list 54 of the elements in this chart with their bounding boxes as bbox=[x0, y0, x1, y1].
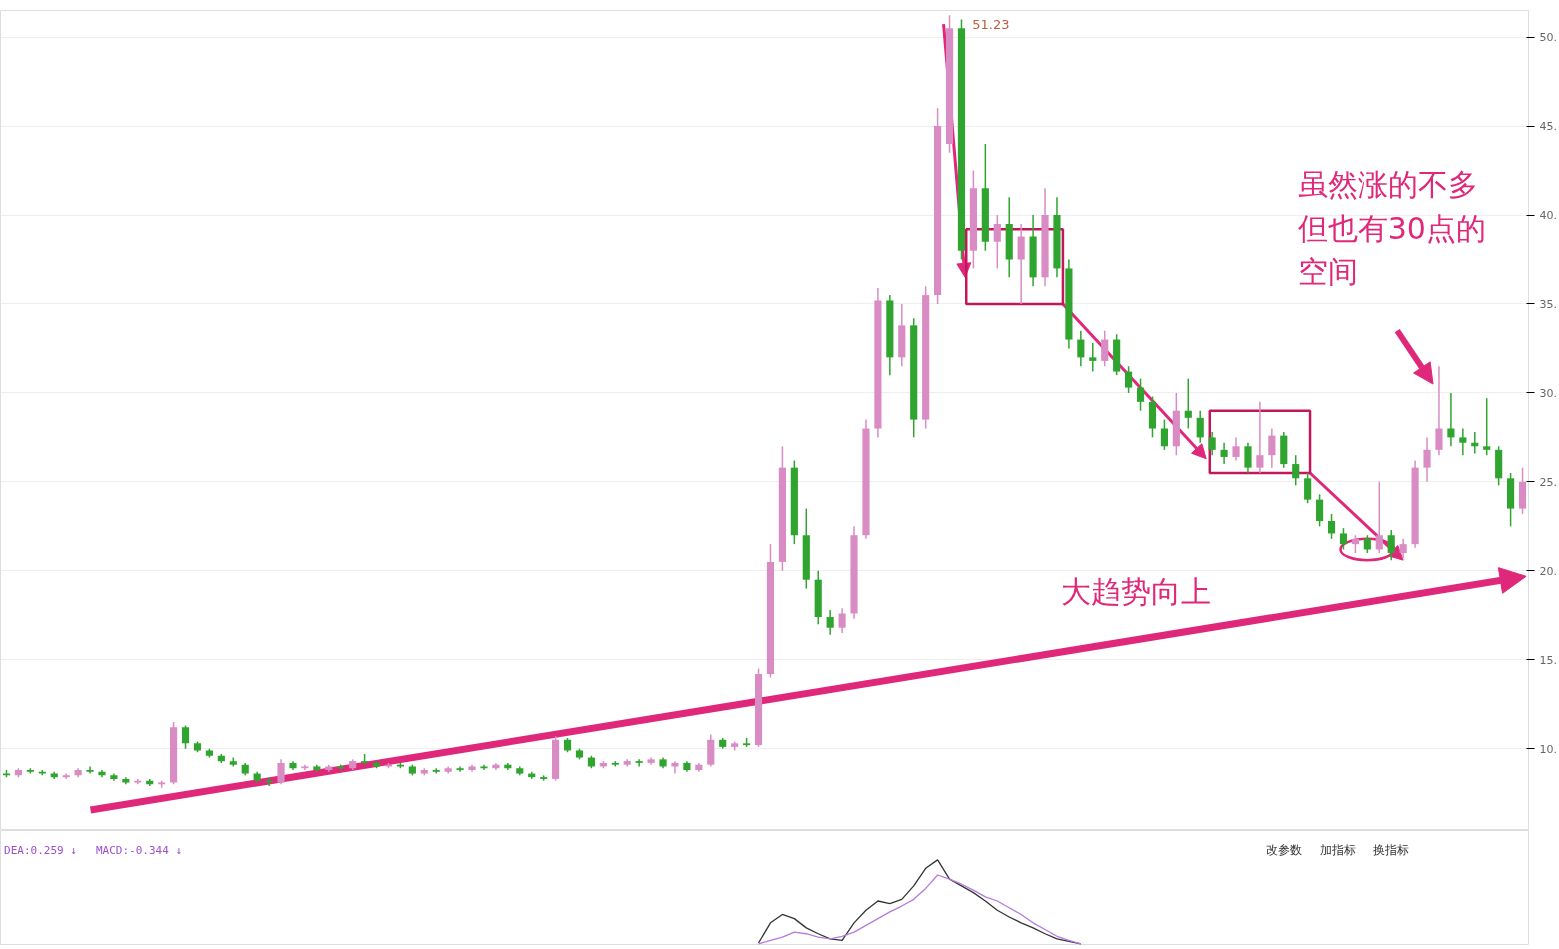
candlestick bbox=[1184, 377, 1192, 430]
candlestick bbox=[1304, 472, 1312, 504]
y-tick-label: 40. bbox=[1539, 209, 1557, 223]
y-tick-label: 20. bbox=[1539, 564, 1557, 578]
candlestick bbox=[1256, 401, 1264, 474]
candlestick bbox=[1399, 538, 1407, 560]
candlestick bbox=[1483, 397, 1491, 456]
candlestick bbox=[1232, 436, 1240, 462]
candlestick bbox=[456, 765, 464, 773]
candlestick bbox=[1244, 441, 1252, 474]
text: MACD:-0.344 ↓ bbox=[96, 844, 183, 858]
candlestick bbox=[1160, 418, 1168, 451]
text: 换指标 bbox=[1373, 843, 1410, 858]
candlestick bbox=[181, 724, 190, 750]
candlestick bbox=[1459, 427, 1467, 456]
candlestick bbox=[1125, 365, 1133, 394]
candlestick bbox=[1196, 409, 1204, 444]
candlestick bbox=[277, 758, 285, 785]
candlestick bbox=[1339, 527, 1348, 551]
candlestick bbox=[1268, 427, 1276, 469]
candlestick bbox=[1089, 342, 1097, 373]
candlestick bbox=[1316, 493, 1324, 528]
candlestick bbox=[1375, 481, 1383, 554]
candlestick bbox=[1423, 436, 1431, 483]
candlestick bbox=[838, 607, 846, 634]
candlestick bbox=[1435, 365, 1443, 456]
candlestick bbox=[1101, 329, 1109, 367]
y-tick-label: 15. bbox=[1539, 653, 1557, 667]
text: DEA:0.259 ↓ bbox=[4, 844, 77, 858]
y-tick-label: 30. bbox=[1539, 386, 1557, 400]
y-tick-label: 10. bbox=[1539, 742, 1557, 756]
candlestick bbox=[1136, 377, 1145, 412]
text: 加指标 bbox=[1319, 843, 1356, 858]
candlestick bbox=[1220, 441, 1228, 465]
y-tick-label: 25. bbox=[1539, 475, 1557, 489]
y-tick-label: 45. bbox=[1539, 120, 1557, 134]
candlestick bbox=[1017, 223, 1025, 305]
candlestick bbox=[1327, 513, 1336, 540]
text: 改参数 bbox=[1265, 843, 1302, 858]
candlestick bbox=[671, 760, 679, 775]
candlestick bbox=[86, 765, 94, 775]
y-tick-label: 35. bbox=[1539, 297, 1557, 311]
candlestick bbox=[993, 214, 1001, 270]
y-tick-label: 50. bbox=[1539, 31, 1557, 45]
candlestick bbox=[826, 609, 834, 636]
annotation: 虽然涨的不多但也有30点的空间 bbox=[1297, 166, 1486, 290]
candlestick bbox=[432, 767, 440, 775]
candlestick bbox=[1077, 329, 1085, 367]
candlestick bbox=[1387, 529, 1395, 561]
annotation: 51.23 bbox=[972, 16, 1010, 32]
annotation: 大趋势向上 bbox=[1060, 574, 1211, 610]
candlestick bbox=[1292, 454, 1300, 487]
candlestick bbox=[1208, 431, 1216, 456]
candlestick bbox=[635, 758, 643, 768]
